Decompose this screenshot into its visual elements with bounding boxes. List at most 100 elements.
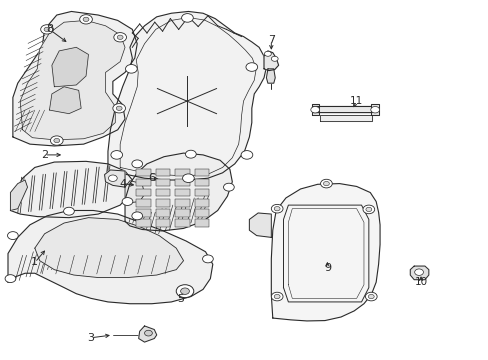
Polygon shape: [8, 211, 212, 304]
Polygon shape: [320, 115, 371, 121]
Circle shape: [113, 104, 125, 113]
Circle shape: [323, 181, 329, 186]
Circle shape: [271, 204, 283, 213]
Polygon shape: [370, 104, 378, 115]
Circle shape: [41, 25, 53, 34]
Polygon shape: [108, 12, 266, 180]
Text: 2: 2: [41, 150, 48, 160]
Circle shape: [271, 56, 278, 61]
Circle shape: [365, 292, 376, 301]
Circle shape: [5, 275, 16, 283]
Text: 1: 1: [31, 257, 38, 267]
Bar: [194, 179, 209, 186]
Polygon shape: [264, 51, 278, 71]
Circle shape: [245, 63, 257, 71]
Bar: [175, 210, 189, 217]
Circle shape: [144, 330, 152, 336]
Circle shape: [132, 212, 142, 220]
Bar: [194, 210, 209, 217]
Circle shape: [271, 292, 283, 301]
Circle shape: [370, 107, 379, 113]
Circle shape: [108, 175, 117, 181]
Circle shape: [117, 35, 123, 40]
Circle shape: [44, 27, 50, 32]
Circle shape: [365, 207, 371, 212]
Polygon shape: [266, 69, 275, 83]
Text: 9: 9: [323, 263, 330, 273]
Bar: [156, 220, 170, 226]
Circle shape: [310, 107, 319, 113]
Text: 10: 10: [414, 277, 427, 287]
Text: 6: 6: [148, 173, 155, 183]
Bar: [156, 179, 170, 186]
Bar: [136, 220, 151, 226]
Bar: [194, 199, 209, 207]
Text: 4: 4: [119, 179, 126, 189]
Polygon shape: [271, 184, 379, 321]
Bar: [194, 169, 209, 176]
Circle shape: [80, 15, 92, 24]
Circle shape: [185, 150, 196, 158]
Circle shape: [63, 207, 74, 215]
Bar: [194, 220, 209, 226]
Text: 11: 11: [349, 96, 363, 106]
Bar: [156, 189, 170, 197]
Text: 3: 3: [87, 333, 94, 343]
Text: 7: 7: [267, 35, 274, 45]
Polygon shape: [125, 181, 144, 203]
Circle shape: [125, 64, 137, 73]
Circle shape: [362, 205, 374, 214]
Polygon shape: [139, 326, 157, 342]
Bar: [175, 220, 189, 226]
Circle shape: [367, 294, 373, 299]
Polygon shape: [49, 87, 81, 114]
Bar: [175, 189, 189, 197]
Polygon shape: [10, 161, 132, 218]
Bar: [194, 189, 209, 197]
Polygon shape: [249, 213, 271, 237]
Circle shape: [264, 51, 271, 56]
Polygon shape: [52, 47, 88, 87]
Circle shape: [116, 106, 122, 111]
Circle shape: [241, 150, 252, 159]
Circle shape: [274, 207, 280, 211]
Polygon shape: [10, 180, 27, 211]
Circle shape: [180, 288, 189, 294]
Bar: [136, 189, 151, 197]
Circle shape: [111, 150, 122, 159]
Polygon shape: [311, 104, 318, 115]
Circle shape: [414, 269, 423, 275]
Polygon shape: [125, 153, 232, 231]
Bar: [156, 210, 170, 217]
Circle shape: [223, 183, 234, 191]
Circle shape: [50, 136, 63, 145]
Polygon shape: [20, 21, 125, 140]
Circle shape: [176, 285, 193, 298]
Text: 8: 8: [46, 24, 53, 35]
Bar: [136, 169, 151, 176]
Circle shape: [320, 179, 331, 188]
Polygon shape: [104, 170, 125, 187]
Circle shape: [274, 294, 280, 299]
Bar: [175, 179, 189, 186]
Bar: [175, 199, 189, 207]
Polygon shape: [312, 107, 371, 113]
Bar: [156, 199, 170, 207]
Circle shape: [182, 174, 194, 183]
Polygon shape: [409, 266, 428, 280]
Circle shape: [122, 198, 133, 206]
Circle shape: [114, 33, 126, 42]
Bar: [136, 210, 151, 217]
Bar: [136, 179, 151, 186]
Bar: [156, 169, 170, 176]
Circle shape: [132, 160, 142, 168]
Circle shape: [54, 138, 60, 143]
Circle shape: [202, 255, 213, 263]
Circle shape: [83, 17, 89, 22]
Text: 5: 5: [177, 294, 184, 304]
Circle shape: [7, 231, 18, 239]
Bar: [136, 199, 151, 207]
Circle shape: [181, 14, 193, 22]
Polygon shape: [13, 12, 137, 146]
Bar: [175, 169, 189, 176]
